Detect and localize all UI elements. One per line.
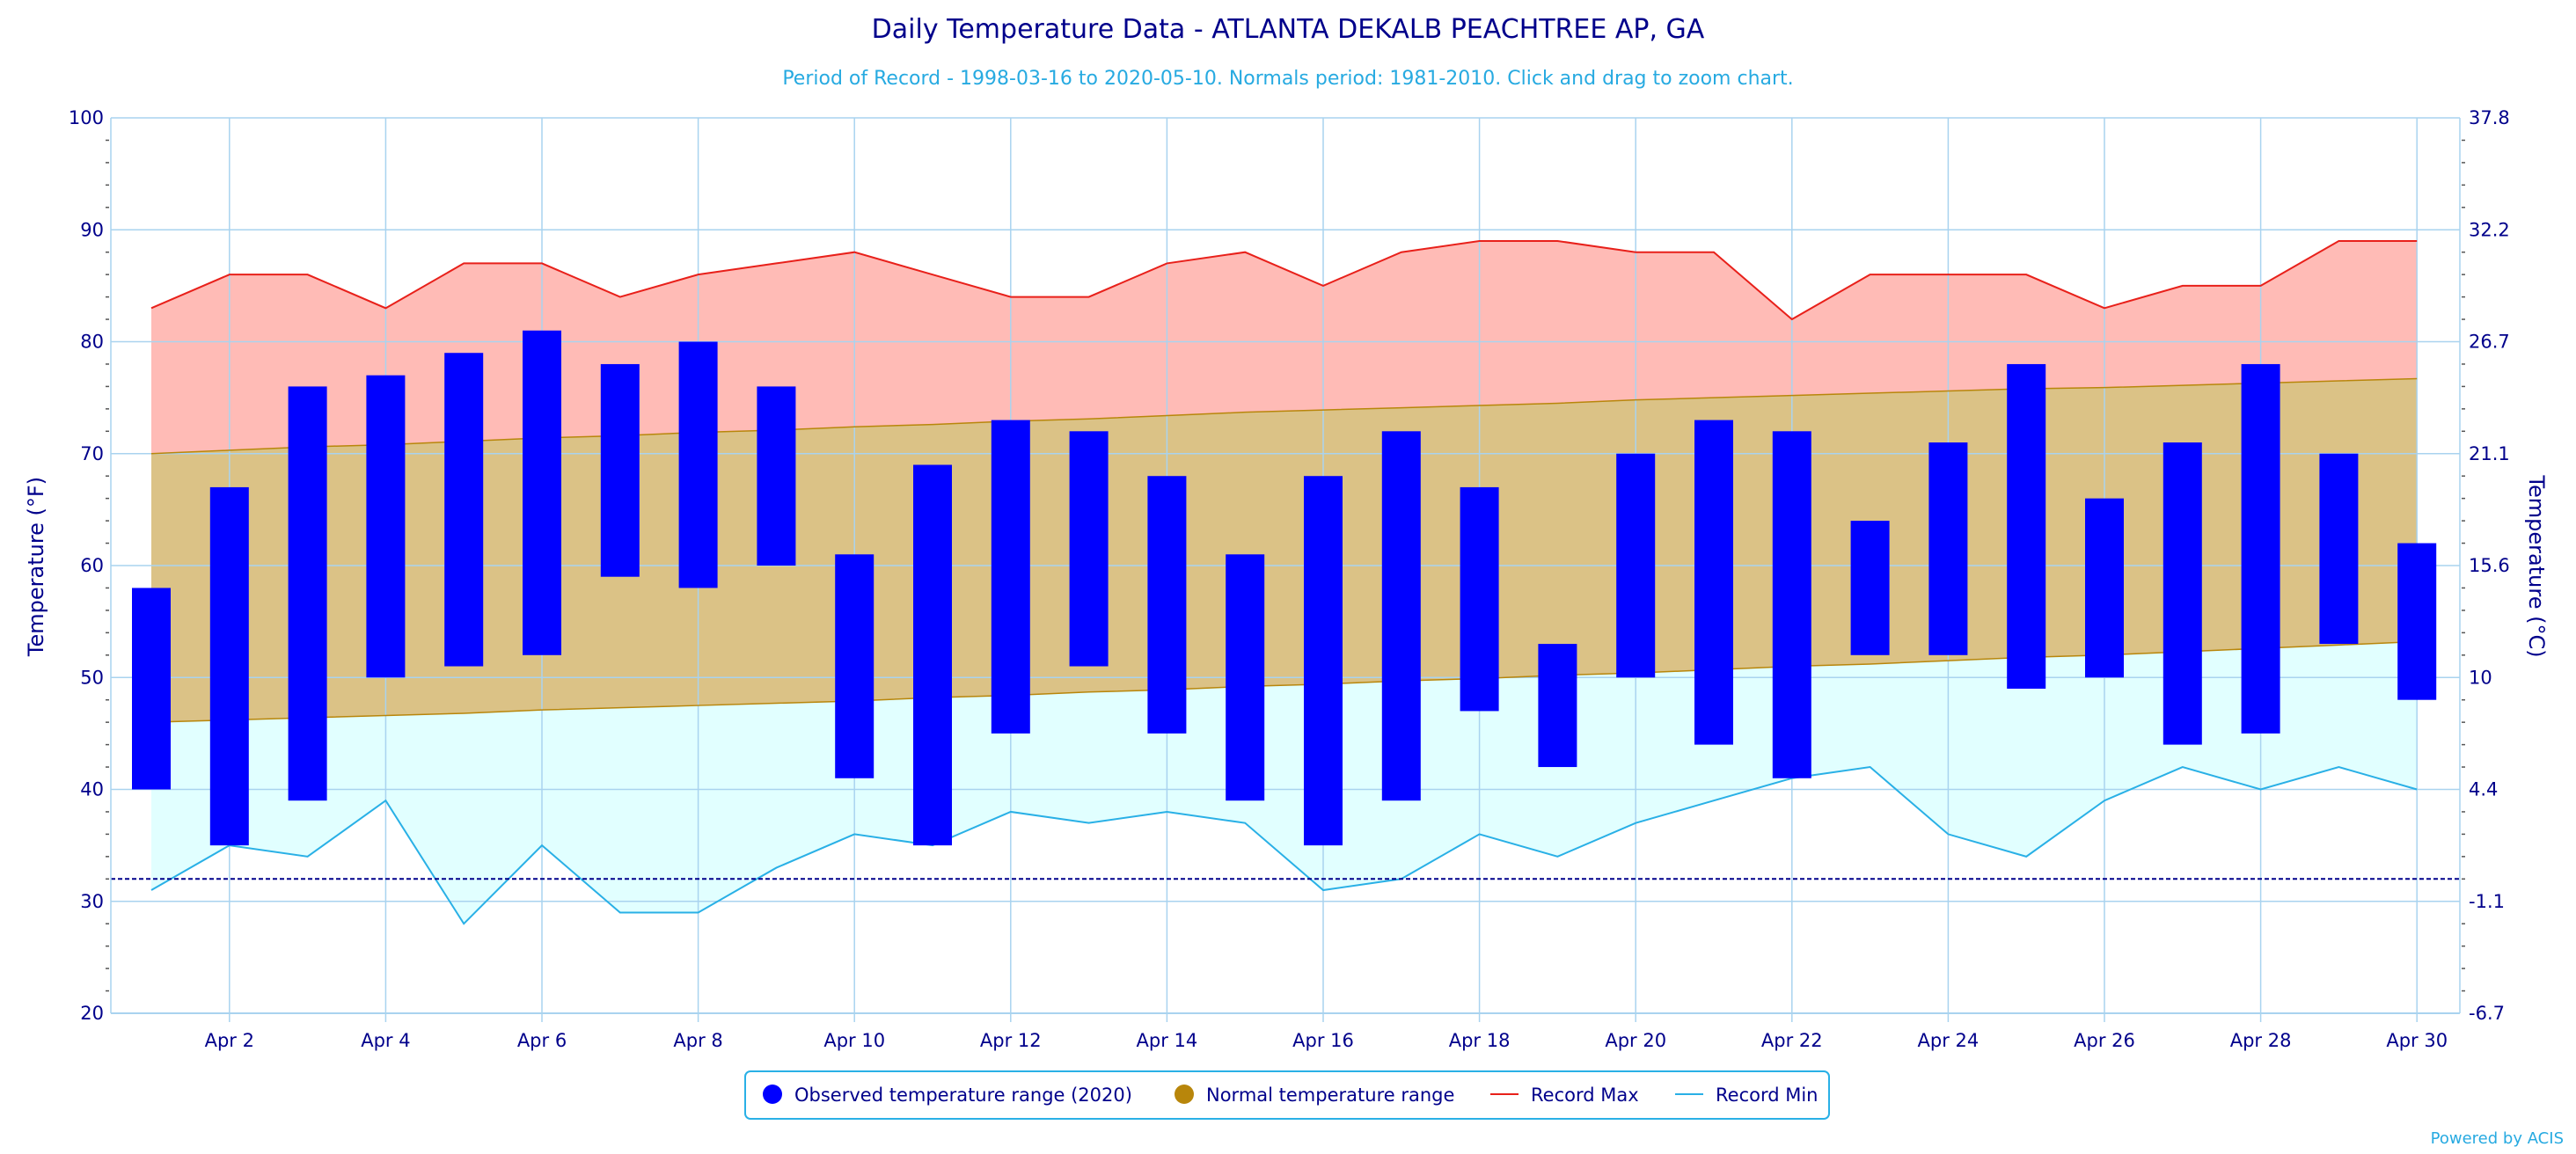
legend[interactable]: Observed temperature range (2020) Normal…	[744, 1070, 1830, 1120]
legend-box	[744, 1070, 1830, 1120]
legend-record-max-label: Record Max	[1531, 1085, 1639, 1106]
observed-bar[interactable]	[209, 486, 249, 846]
legend-observed-symbol	[763, 1085, 782, 1104]
observed-bar[interactable]	[913, 464, 952, 846]
observed-bar[interactable]	[2007, 363, 2046, 689]
record-min-line	[150, 765, 2418, 925]
area-fills	[151, 240, 2418, 924]
observed-bar[interactable]	[1460, 486, 1499, 712]
observed-bar[interactable]	[835, 554, 875, 778]
x-tick-label: Apr 10	[823, 1030, 885, 1051]
y2-tick-label: -1.1	[2469, 891, 2505, 912]
observed-bar[interactable]	[523, 330, 561, 655]
observed-bar[interactable]	[288, 386, 327, 801]
y-axis-title: Temperature (°F)	[24, 477, 48, 657]
observed-bar[interactable]	[1304, 476, 1343, 846]
observed-bar[interactable]	[2319, 453, 2359, 645]
normal-range-fill	[151, 378, 2418, 723]
observed-bar[interactable]	[600, 363, 640, 577]
observed-bar[interactable]	[1928, 442, 1968, 655]
x-tick-label: Apr 18	[1449, 1030, 1511, 1051]
legend-item-record-min[interactable]: Record Min	[1675, 1085, 1819, 1106]
x-tick-label: Apr 26	[2074, 1030, 2135, 1051]
observed-bar[interactable]	[132, 588, 171, 790]
observed-bars[interactable]	[132, 330, 2437, 846]
legend-item-record-max[interactable]: Record Max	[1490, 1085, 1639, 1106]
x-tick-label: Apr 20	[1605, 1030, 1666, 1051]
observed-bar[interactable]	[366, 375, 406, 678]
record-max-fill	[151, 240, 2418, 454]
axes: 20 -6.7 30 -1.1 40 4.4 50 10 60 15.6 70 21.1 80 26.7 9…	[69, 107, 2510, 1051]
x-tick-label: Apr 30	[2386, 1030, 2448, 1051]
y2-tick-label: 21.1	[2469, 443, 2510, 464]
observed-bar[interactable]	[1694, 420, 1733, 745]
observed-bar[interactable]	[757, 386, 796, 566]
y-tick-label: 50	[80, 667, 104, 688]
observed-bar[interactable]	[1226, 554, 1265, 801]
x-tick-label: Apr 14	[1137, 1030, 1198, 1051]
x-tick-label: Apr 6	[517, 1030, 567, 1051]
x-tick-label: Apr 16	[1292, 1030, 1354, 1051]
chart-title: Daily Temperature Data - ATLANTA DEKALB …	[872, 14, 1705, 45]
y-tick-label: 100	[69, 107, 104, 128]
observed-bar[interactable]	[444, 353, 484, 667]
y-tick-label: 40	[80, 779, 104, 800]
observed-bar[interactable]	[1538, 644, 1577, 768]
observed-bar[interactable]	[1381, 431, 1421, 801]
observed-bar[interactable]	[991, 420, 1030, 734]
legend-observed-label: Observed temperature range (2020)	[794, 1085, 1132, 1106]
x-tick-label: Apr 2	[205, 1030, 254, 1051]
observed-bar[interactable]	[2397, 543, 2437, 700]
x-tick-label: Apr 22	[1761, 1030, 1823, 1051]
observed-bar[interactable]	[1616, 453, 1656, 678]
observed-bar[interactable]	[2085, 498, 2124, 678]
observed-bar[interactable]	[2241, 363, 2280, 734]
legend-item-normal[interactable]: Normal temperature range	[1175, 1085, 1454, 1106]
chart-subtitle: Period of Record - 1998-03-16 to 2020-05…	[782, 68, 1793, 90]
y2-tick-label: 4.4	[2469, 779, 2498, 800]
observed-bar[interactable]	[1069, 431, 1109, 667]
observed-bar[interactable]	[2163, 442, 2202, 745]
observed-bar[interactable]	[678, 341, 718, 588]
y-tick-label: 20	[80, 1003, 104, 1024]
y2-tick-label: 26.7	[2469, 332, 2510, 353]
y-tick-label: 80	[80, 332, 104, 353]
legend-record-min-label: Record Min	[1716, 1085, 1819, 1106]
y2-axis-title: Temperature (°C)	[2524, 474, 2549, 657]
y-tick-label: 70	[80, 443, 104, 464]
x-tick-label: Apr 8	[673, 1030, 722, 1051]
record-min-fill	[151, 641, 2418, 924]
legend-normal-label: Normal temperature range	[1206, 1085, 1454, 1106]
y-tick-label: 90	[80, 219, 104, 240]
credit-text[interactable]: Powered by ACIS	[2431, 1129, 2564, 1148]
observed-bar[interactable]	[1147, 476, 1187, 734]
x-tick-label: Apr 28	[2230, 1030, 2292, 1051]
legend-item-observed[interactable]: Observed temperature range (2020)	[763, 1085, 1132, 1106]
y2-tick-label: 37.8	[2469, 107, 2510, 128]
legend-normal-symbol	[1175, 1085, 1194, 1104]
y-tick-label: 30	[80, 891, 104, 912]
x-tick-label: Apr 12	[980, 1030, 1042, 1051]
record-max-line	[150, 239, 2418, 321]
y2-tick-label: 32.2	[2469, 219, 2510, 240]
observed-bar[interactable]	[1850, 521, 1890, 655]
x-tick-label: Apr 4	[361, 1030, 410, 1051]
x-tick-label: Apr 24	[1918, 1030, 1980, 1051]
y2-tick-label: 15.6	[2469, 555, 2510, 576]
y2-tick-label: -6.7	[2469, 1003, 2505, 1024]
y2-tick-label: 10	[2469, 667, 2492, 688]
y-tick-label: 60	[80, 555, 104, 576]
observed-bar[interactable]	[1772, 431, 1811, 778]
